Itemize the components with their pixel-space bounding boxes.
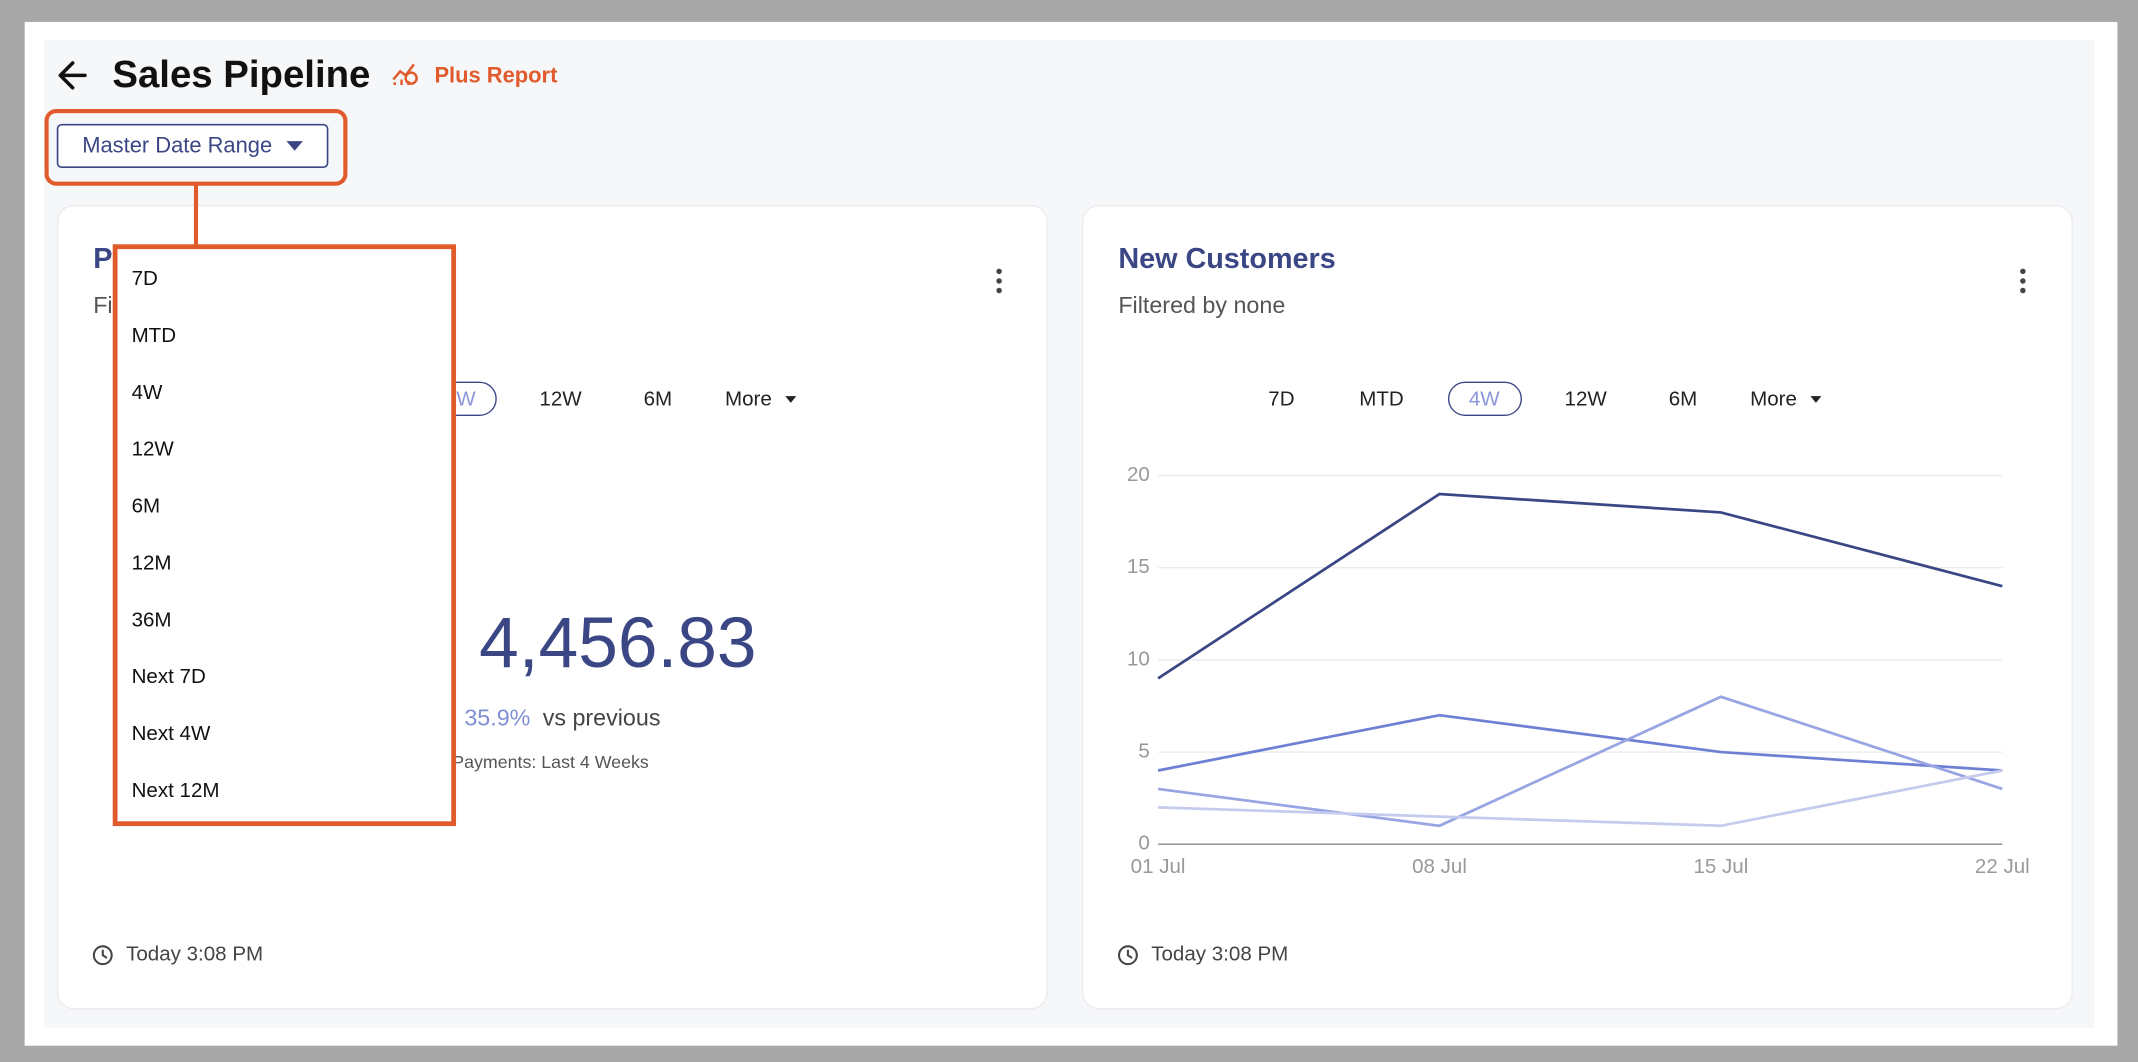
tab[interactable]: 6M [1669, 388, 1698, 411]
timestamp: Today 3:08 PM [126, 943, 263, 966]
x-tick-label: 22 Jul [1975, 855, 2030, 878]
line-chart: 0 5 10 15 20 01 Jul 08 Jul 15 Jul 22 Jul [1127, 463, 2030, 878]
timestamp: Today 3:08 PM [1151, 943, 1288, 966]
tab[interactable]: More [1750, 388, 1797, 411]
change-note: vs previous [543, 705, 661, 731]
plus-icon [392, 63, 418, 85]
caret [286, 141, 303, 151]
dropdown-menu [112, 244, 457, 827]
series-line [1158, 769, 2003, 828]
total-value: 4,456.83 [479, 603, 756, 683]
series-line [1157, 492, 2003, 680]
tab[interactable]: 7D [1268, 388, 1294, 411]
back-arrow[interactable] [58, 61, 87, 90]
clock-icon [92, 945, 113, 966]
card-subtitle: Filtered by none [1118, 292, 1285, 318]
y-tick-label: 15 [1127, 555, 1150, 578]
dropdown-item[interactable]: 12W [132, 438, 175, 461]
dropdown-item[interactable]: 12M [132, 551, 172, 574]
caret [1810, 396, 1822, 403]
tab[interactable]: 4W [1469, 388, 1500, 411]
dropdown-item[interactable]: 36M [132, 608, 172, 631]
dropdown-item[interactable]: Next 12M [132, 779, 220, 802]
x-tick-label: 01 Jul [1131, 855, 1186, 878]
tab[interactable]: More [725, 388, 772, 411]
y-tick-label: 10 [1127, 647, 1150, 670]
y-tick-label: 5 [1138, 739, 1149, 762]
dropdown-item[interactable]: 4W [132, 381, 163, 404]
tab[interactable]: 12W [539, 388, 582, 411]
dropdown-item[interactable]: MTD [132, 324, 177, 347]
dropdown-item[interactable]: 6M [132, 495, 161, 518]
change: 35.9% [464, 705, 530, 731]
series-line [1157, 713, 2003, 772]
caption: Payments: Last 4 Weeks [452, 752, 649, 772]
tab[interactable]: 6M [644, 388, 673, 411]
date-range-button[interactable] [56, 123, 329, 169]
date-range-label: Master Date Range [82, 132, 272, 157]
card-title: P [93, 243, 112, 275]
kebab-menu[interactable] [2020, 268, 2026, 294]
clock-icon [1117, 945, 1138, 966]
caret [785, 396, 797, 403]
y-tick-label: 20 [1127, 463, 1150, 486]
tab[interactable]: 12W [1565, 388, 1608, 411]
y-tick-label: 0 [1138, 832, 1149, 855]
plus-badge: Plus Report [434, 63, 558, 88]
x-tick-label: 08 Jul [1412, 855, 1467, 878]
kebab-menu[interactable] [996, 268, 1002, 294]
dropdown-item[interactable]: Next 7D [132, 665, 206, 688]
series-line [1157, 695, 2003, 828]
tab[interactable]: MTD [1359, 388, 1404, 411]
card-title: New Customers [1118, 243, 1335, 275]
card-subtitle: Fi [93, 292, 112, 318]
tab-selected [1447, 381, 1522, 416]
x-tick-label: 15 Jul [1693, 855, 1748, 878]
dropdown-items: 7D MTD 4W 12W 6M 12M 36M Next 7D Next 4W Next 12M [132, 267, 220, 802]
customers-card [1082, 204, 2073, 1010]
dropdown-item[interactable]: 7D [132, 267, 158, 290]
dropdown-item[interactable]: Next 4W [132, 722, 211, 745]
tab[interactable]: W [456, 388, 476, 411]
page-title: Sales Pipeline [112, 53, 370, 96]
